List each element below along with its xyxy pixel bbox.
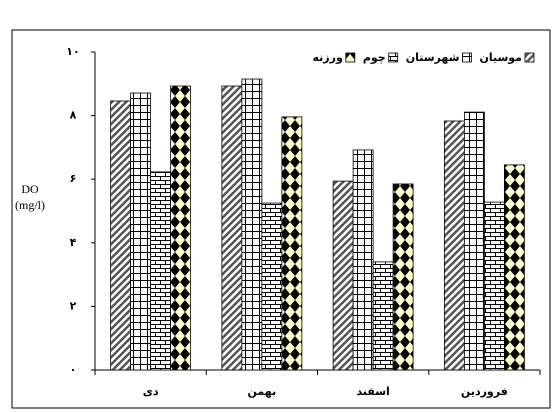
- bar: [392, 183, 414, 371]
- bar: [503, 164, 525, 371]
- x-tick-label: دی: [143, 385, 159, 398]
- legend-swatch: [524, 52, 535, 63]
- bar: [221, 85, 243, 371]
- legend-swatch: [345, 52, 356, 63]
- y-axis-label: (mg/l): [15, 198, 45, 212]
- bar: [332, 180, 354, 371]
- y-tick-label: ۴: [70, 236, 77, 249]
- y-tick-label: ۲: [70, 299, 77, 312]
- x-tick-label: بهمن: [248, 385, 277, 398]
- bar: [170, 85, 192, 371]
- bar: [150, 171, 172, 371]
- bar: [110, 100, 132, 371]
- bar: [372, 261, 394, 371]
- bar: [443, 120, 465, 371]
- bar: [463, 111, 485, 371]
- legend-swatch: [388, 52, 399, 63]
- bar: [483, 201, 505, 371]
- bar: [241, 78, 263, 371]
- chart-frame: [11, 29, 551, 409]
- y-tick-label: ۶: [70, 172, 77, 185]
- x-tick-label: فروردین: [461, 385, 508, 398]
- legend-label: شهرستان: [406, 51, 460, 64]
- legend-label: چوم: [363, 51, 386, 64]
- legend-label: ورزنه: [313, 51, 343, 64]
- legend-swatch: [462, 52, 472, 63]
- bar: [130, 92, 152, 371]
- bar: [281, 116, 303, 371]
- y-tick-label: ۱۰: [66, 45, 79, 58]
- y-tick-label: ٠: [70, 363, 77, 376]
- x-tick-label: اسفند: [356, 385, 389, 398]
- legend-label: موسیان: [479, 51, 522, 64]
- y-axis-label: DO: [21, 182, 39, 196]
- bar: [352, 149, 374, 371]
- bar: [261, 202, 283, 371]
- y-tick-label: ۸: [70, 109, 77, 122]
